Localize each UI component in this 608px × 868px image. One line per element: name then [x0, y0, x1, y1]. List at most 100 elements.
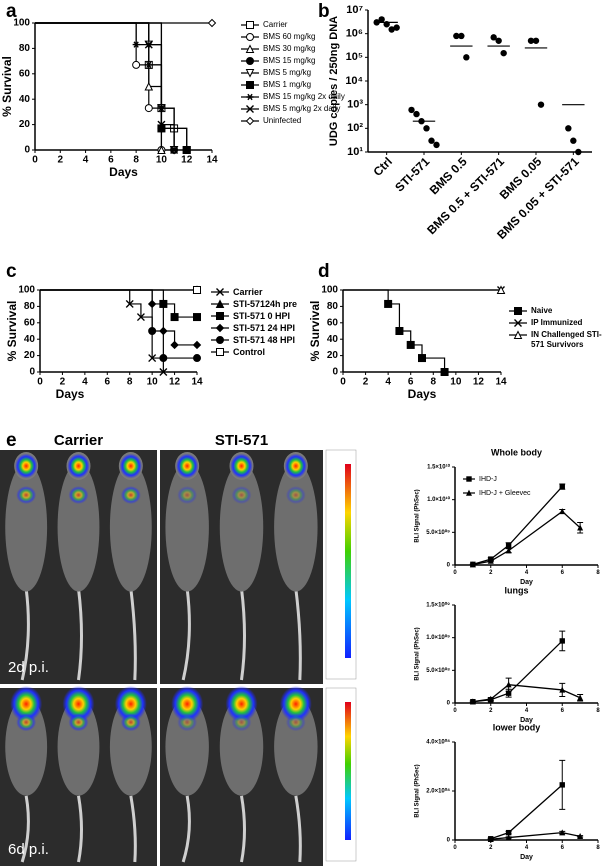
legend-swatch [509, 330, 527, 339]
legend-marker [215, 299, 225, 308]
legend-item: BMS 15 mg/kg [240, 56, 348, 66]
x-tick-label: 4 [525, 708, 529, 714]
point [423, 125, 430, 132]
legend: Carrier STI-57124h pre STI-571 0 HPI STI-57… [210, 287, 325, 359]
legend-marker [514, 319, 522, 327]
point [170, 313, 179, 322]
point [496, 285, 506, 294]
point [487, 835, 494, 842]
legend-label: IN Challenged STI-571 Survivors [531, 330, 602, 349]
mouse-tail [294, 795, 302, 863]
y-tick-label: 2.0×10⁰⁸ [426, 788, 450, 795]
panel-letter: c [6, 261, 17, 282]
point [378, 16, 385, 23]
legend-label: BMS 30 mg/kg [263, 44, 316, 53]
x-tick-label: 2 [489, 708, 493, 714]
legend-label: Carrier [233, 287, 263, 297]
x-tick-label: 2 [489, 845, 493, 851]
point [384, 299, 393, 308]
x-tick-label: 6 [561, 570, 565, 576]
signal [62, 686, 95, 722]
legend-label: BMS 15 mg/kg 2x daily [263, 92, 345, 101]
x-tick-label: 14 [495, 377, 507, 388]
legend-label: IHD-J [479, 476, 497, 483]
chart-title: lungs [505, 585, 529, 595]
legend-swatch [211, 323, 229, 333]
point [132, 41, 140, 48]
x-tick-label: 6 [108, 155, 114, 166]
y-tick-label: 5.0×10⁰⁸ [426, 667, 450, 674]
y-axis-label: % Survival [0, 56, 14, 117]
point [182, 146, 191, 154]
mouse-tail [20, 795, 30, 863]
legend-label: Carrier [263, 20, 288, 29]
point [157, 124, 166, 133]
mouse-tail [20, 588, 30, 681]
point [527, 37, 535, 44]
y-tick-label: 80 [19, 43, 31, 54]
x-tick-label: 12 [181, 155, 193, 166]
point [458, 32, 465, 40]
x-tick-label: 14 [206, 155, 218, 166]
legend-swatch [211, 312, 229, 320]
point [428, 137, 435, 144]
legend-marker [246, 105, 254, 113]
legend-swatch [241, 116, 259, 126]
point [490, 34, 497, 41]
row-label: 2d p.i. [8, 659, 49, 676]
x-tick-label: 10 [450, 377, 462, 388]
y-tick-label: 100 [13, 18, 30, 29]
point [505, 829, 512, 836]
chart: 0 2 4 6 8 0 2.0×10⁰⁸ 4.0×10⁰⁸ lower body Day BLI S… [415, 722, 601, 860]
x-tick-label: 2 [60, 377, 66, 388]
y-tick-label: 80 [24, 301, 36, 312]
mouse-tail [240, 795, 246, 863]
point [192, 340, 202, 350]
y-axis-label: UDG copies / 250ng DNA [328, 16, 340, 146]
legend-swatch [241, 93, 259, 101]
series-line [490, 784, 563, 840]
y-tick-label: 40 [24, 334, 36, 345]
y-tick-label: 40 [19, 94, 31, 105]
legend-marker [215, 323, 225, 333]
legend-marker [245, 69, 255, 78]
legend-marker [216, 288, 224, 296]
series-line [472, 486, 563, 565]
x-tick-label: 8 [127, 377, 133, 388]
y-tick-label: 10⁵ [346, 51, 363, 63]
point [505, 681, 512, 688]
panel-letter: d [318, 261, 330, 282]
row-label: 6d p.i. [8, 841, 49, 858]
y-tick-label: 1.0×10⁰⁹ [426, 634, 450, 641]
legend-label: BMS 15 mg/kg [263, 56, 316, 65]
signal [171, 686, 204, 722]
point [413, 110, 420, 118]
y-tick-label: 1.5×10¹⁰ [427, 464, 451, 471]
y-tick-label: 60 [24, 317, 36, 328]
signal [120, 713, 141, 732]
x-tick-label: 0 [32, 155, 38, 166]
signal [175, 453, 199, 479]
y-tick-label: 10¹ [347, 146, 363, 158]
point [495, 37, 502, 44]
point [388, 26, 395, 33]
point [157, 145, 166, 154]
legend-label: IHD-J + Gleevec [479, 490, 531, 497]
column-label: Carrier [54, 432, 103, 449]
point [418, 354, 426, 363]
x-tick-label: 6 [105, 377, 111, 388]
y-tick-label: 10² [347, 122, 363, 134]
point [469, 561, 476, 568]
legend: Naive IP Immunized IN Challenged STI-571 S… [508, 306, 608, 352]
y-tick-label: 0 [24, 145, 30, 156]
x-tick-label: 6 [561, 845, 565, 851]
y-tick-label: 4.0×10⁰⁸ [426, 739, 450, 746]
point [125, 299, 134, 308]
point [559, 829, 566, 836]
signal [279, 686, 312, 722]
legend-label: BMS 1 mg/kg [263, 80, 312, 89]
legend-label: STI-571 48 HPI [233, 335, 296, 345]
legend-item: Carrier [240, 20, 348, 30]
signal [231, 486, 252, 505]
point [207, 18, 217, 28]
